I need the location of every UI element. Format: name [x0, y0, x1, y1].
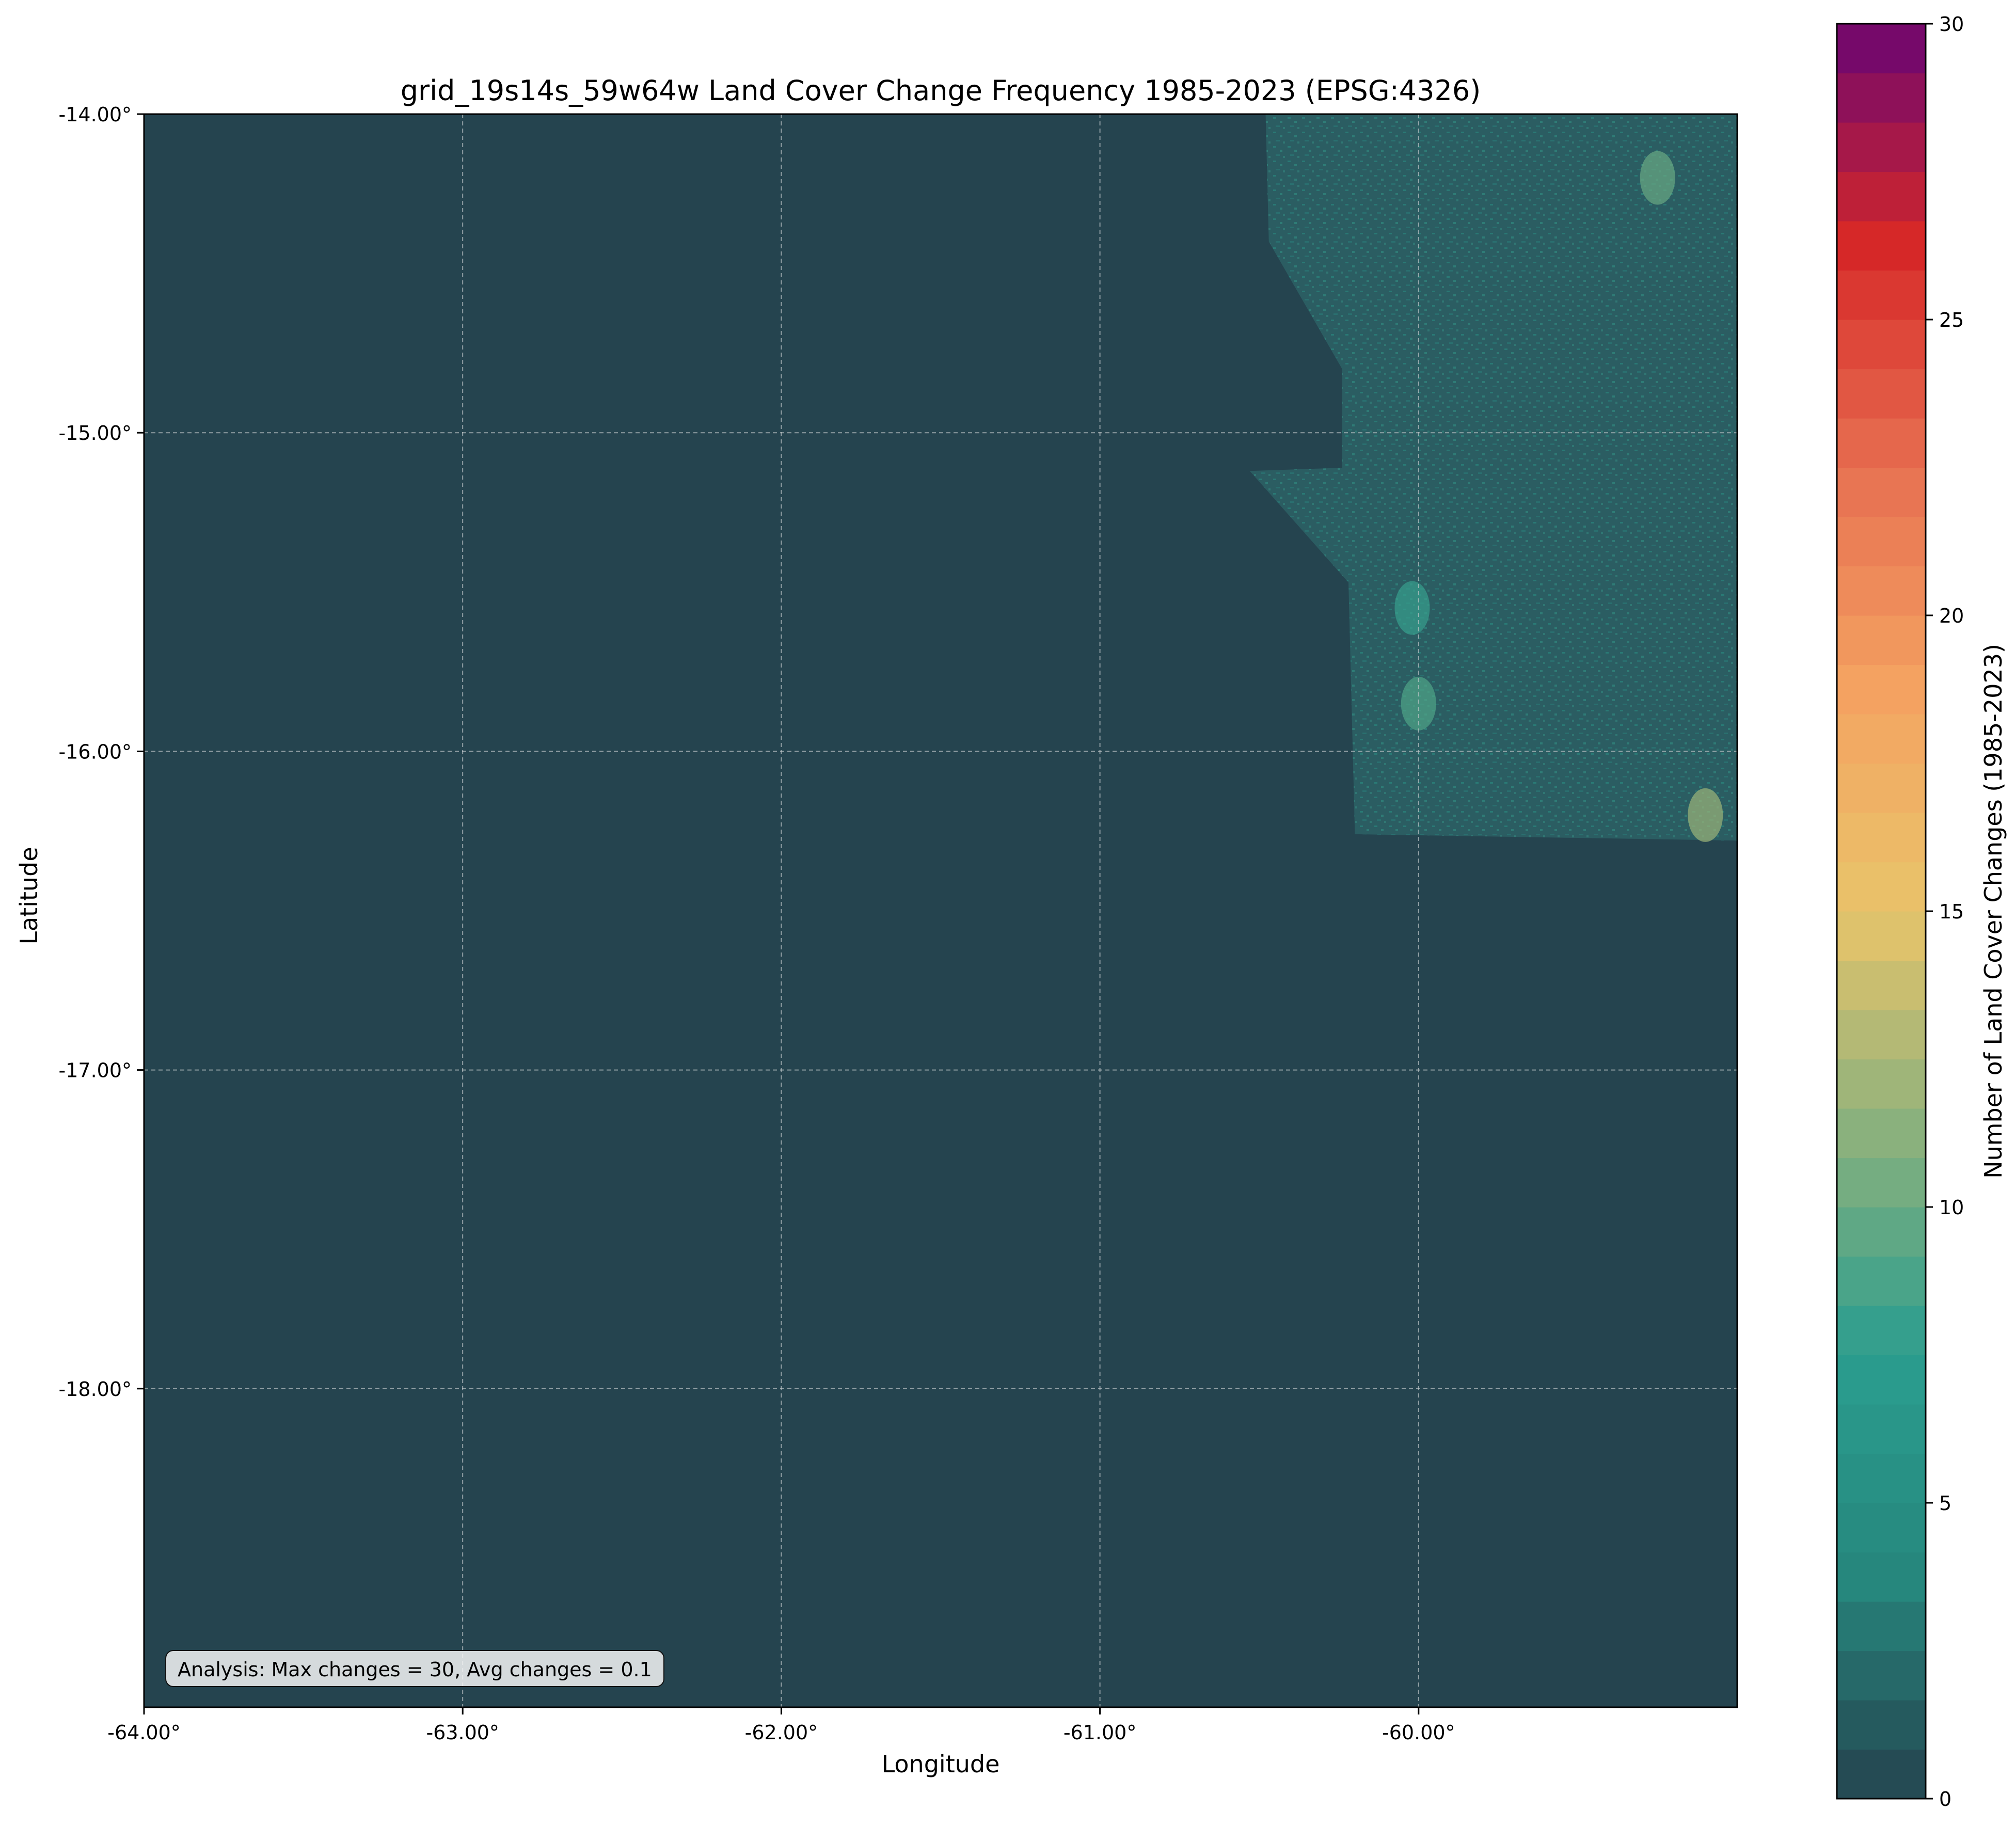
colorbar-level	[1837, 122, 1926, 172]
y-tick-label: -15.00°	[59, 422, 132, 444]
colorbar-level	[1837, 813, 1926, 863]
y-tick-label: -16.00°	[59, 740, 132, 763]
colorbar-level	[1837, 1503, 1926, 1553]
colorbar-level	[1837, 714, 1926, 764]
colorbar-level	[1837, 270, 1926, 320]
colorbar-tick-label: 10	[1939, 1196, 1964, 1219]
colorbar-level	[1837, 517, 1926, 567]
colorbar-level	[1837, 369, 1926, 419]
colorbar-level	[1837, 221, 1926, 271]
x-axis: -64.00° -63.00° -62.00° -61.00° -60.00°	[107, 1707, 1455, 1744]
colorbar-level	[1837, 1157, 1926, 1208]
hotspot-3	[1394, 581, 1430, 635]
colorbar-tick-label: 30	[1939, 13, 1964, 36]
change-layer	[1249, 114, 1737, 842]
colorbar-level	[1837, 615, 1926, 665]
colorbar-level	[1837, 911, 1926, 961]
colorbar-level	[1837, 763, 1926, 813]
y-axis-label: Latitude	[15, 847, 43, 944]
x-tick-label: -60.00°	[1382, 1721, 1455, 1744]
change-data-texture	[1249, 114, 1737, 841]
plot-frame	[143, 113, 1738, 1708]
colorbar-level	[1837, 566, 1926, 616]
colorbar-ticks: 0 5 10 15 20 25 30	[1926, 13, 1964, 1811]
colorbar-level	[1837, 1108, 1926, 1158]
colorbar-level	[1837, 960, 1926, 1010]
colorbar-tick-label: 20	[1939, 605, 1964, 627]
colorbar-level	[1837, 418, 1926, 468]
y-axis: -14.00° -15.00° -16.00° -17.00° -18.00°	[59, 103, 144, 1401]
y-tick-label: -14.00°	[59, 103, 132, 126]
colorbar-level	[1837, 1256, 1926, 1306]
hotspot-1	[1688, 788, 1723, 842]
colorbar-level	[1837, 1700, 1926, 1750]
colorbar-level	[1837, 171, 1926, 221]
x-tick-label: -62.00°	[745, 1721, 818, 1744]
colorbar-level	[1837, 320, 1926, 370]
colorbar-level	[1837, 1601, 1926, 1652]
analysis-annotation: Analysis: Max changes = 30, Avg changes …	[165, 1650, 664, 1687]
colorbar-level	[1837, 1059, 1926, 1109]
colorbar-level	[1837, 1552, 1926, 1602]
x-tick-label: -64.00°	[107, 1721, 181, 1744]
y-tick-label: -17.00°	[59, 1059, 132, 1082]
colorbar-level	[1837, 1010, 1926, 1060]
hotspot-0	[1640, 151, 1675, 205]
colorbar-tick-label: 25	[1939, 309, 1964, 331]
colorbar-level	[1837, 1355, 1926, 1405]
colorbar-level	[1837, 664, 1926, 714]
colorbar-label: Number of Land Cover Changes (1985-2023)	[1979, 644, 2007, 1179]
colorbar-tick-label: 15	[1939, 900, 1964, 923]
map-title: grid_19s14s_59w64w Land Cover Change Fre…	[401, 74, 1481, 107]
colorbar	[1837, 24, 1926, 1799]
x-tick-label: -61.00°	[1063, 1721, 1137, 1744]
colorbar-level	[1837, 1453, 1926, 1503]
colorbar-tick-label: 5	[1939, 1492, 1951, 1515]
colorbar-level	[1837, 1650, 1926, 1701]
x-tick-label: -63.00°	[426, 1721, 499, 1744]
colorbar-level	[1837, 862, 1926, 912]
x-axis-label: Longitude	[882, 1750, 1000, 1778]
colorbar-level	[1837, 1306, 1926, 1356]
colorbar-tick-label: 0	[1939, 1788, 1951, 1811]
colorbar-level	[1837, 24, 1926, 74]
y-tick-label: -18.00°	[59, 1378, 132, 1401]
colorbar-level	[1837, 467, 1926, 517]
colorbar-level	[1837, 1749, 1926, 1799]
colorbar-level	[1837, 1207, 1926, 1257]
colorbar-level	[1837, 1404, 1926, 1454]
colorbar-level	[1837, 73, 1926, 123]
